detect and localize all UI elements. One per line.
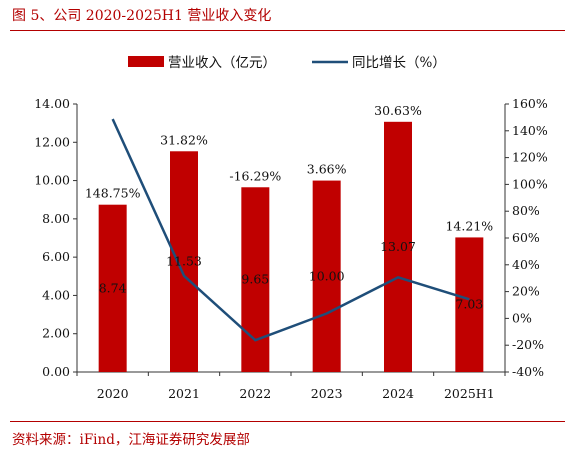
- left-tick-label: 8.00: [42, 211, 70, 226]
- growth-value-label: 14.21%: [445, 218, 493, 233]
- legend-line-label: 同比增长（%）: [352, 55, 446, 71]
- bar: [384, 121, 412, 372]
- title-rule: [10, 30, 565, 31]
- legend: 营业收入（亿元） 同比增长（%）: [128, 55, 446, 71]
- x-tick-label: 2025H1: [444, 386, 495, 401]
- growth-value-label: -16.29%: [229, 168, 281, 183]
- bar-value-label: 11.53: [166, 254, 202, 269]
- legend-bar-label: 营业收入（亿元）: [168, 55, 276, 71]
- x-tick-label: 2024: [382, 386, 414, 401]
- left-tick-label: 2.00: [42, 326, 70, 341]
- bar: [312, 180, 341, 372]
- bar: [98, 204, 127, 372]
- right-tick-label: 120%: [512, 150, 548, 165]
- source-rule: [10, 421, 565, 422]
- bar: [455, 237, 484, 372]
- growth-value-label: 30.63%: [374, 103, 422, 118]
- right-tick-label: 60%: [512, 230, 540, 245]
- revenue-chart: 营业收入（亿元） 同比增长（%） 0.00 2.00 4.00 6.00 8.00 10.…: [34, 55, 548, 401]
- left-tick-label: 12.00: [34, 134, 70, 149]
- legend-bar-swatch: [128, 56, 164, 67]
- bar-value-label: 10.00: [309, 268, 345, 283]
- x-tick-label: 2020: [97, 386, 129, 401]
- left-tick-label: 4.00: [42, 287, 70, 302]
- right-tick-label: 0%: [512, 310, 532, 325]
- figure-title: 图 5、公司 2020-2025H1 营业收入变化: [12, 8, 272, 24]
- x-tick-label: 2023: [311, 386, 343, 401]
- right-tick-label: 160%: [512, 96, 548, 111]
- x-tick-label: 2022: [239, 386, 271, 401]
- growth-value-label: 3.66%: [307, 162, 347, 177]
- source-note: 资料来源：iFind，江海证券研究发展部: [12, 432, 250, 448]
- right-tick-label: 20%: [512, 284, 540, 299]
- left-tick-label: 6.00: [42, 249, 70, 264]
- bar-value-label: 13.07: [380, 239, 416, 254]
- right-tick-label: 140%: [512, 123, 548, 138]
- bar-value-label: 9.65: [241, 272, 269, 287]
- left-tick-label: 10.00: [34, 173, 70, 188]
- left-tick-label: 0.00: [42, 364, 70, 379]
- growth-line: [111, 118, 470, 342]
- x-tick-label: 2021: [168, 386, 200, 401]
- data-labels: 8.74 11.53 9.65 10.00 13.07 7.03 148.75% 31.82%…: [85, 103, 493, 312]
- right-tick-label: 40%: [512, 257, 540, 272]
- bar-series: [98, 121, 484, 372]
- line-series: [111, 118, 470, 342]
- growth-value-label: 31.82%: [160, 132, 208, 147]
- right-tick-label: 80%: [512, 203, 540, 218]
- bar-value-label: 7.03: [455, 297, 483, 312]
- bar: [170, 151, 198, 372]
- right-tick-label: 100%: [512, 176, 548, 191]
- bar-value-label: 8.74: [99, 280, 127, 295]
- growth-value-label: 148.75%: [85, 186, 141, 201]
- left-tick-label: 14.00: [34, 96, 70, 111]
- right-tick-label: -40%: [512, 364, 544, 379]
- right-tick-label: -20%: [512, 337, 544, 352]
- axes: 0.00 2.00 4.00 6.00 8.00 10.00 12.00 14.00 -40% -…: [34, 96, 548, 401]
